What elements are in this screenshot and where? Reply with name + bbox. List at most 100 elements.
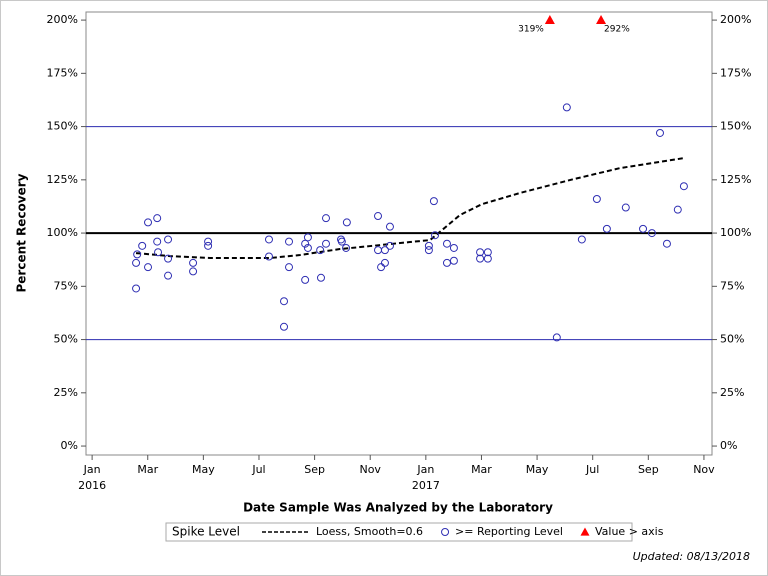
y-tick-label: 50% <box>54 333 78 346</box>
data-point <box>132 284 141 293</box>
data-point <box>303 233 312 242</box>
x-tick-label: Nov <box>359 463 381 476</box>
loess-line <box>135 157 685 259</box>
data-point <box>316 246 325 255</box>
data-point <box>285 237 294 246</box>
y2-tick-label: 200% <box>720 13 751 26</box>
data-point <box>316 273 325 282</box>
data-point <box>153 237 162 246</box>
data-point <box>374 212 383 221</box>
x-tick-label: Jan <box>416 463 434 476</box>
data-point <box>337 237 346 246</box>
x-tick-label: Sep <box>304 463 325 476</box>
data-point <box>442 258 451 267</box>
y2-tick-label: 0% <box>720 439 737 452</box>
y2-tick-label: 150% <box>720 120 751 133</box>
x-tick-year: 2017 <box>412 479 440 492</box>
y-tick-label: 75% <box>54 279 78 292</box>
x-tick-label: May <box>526 463 549 476</box>
y2-tick-label: 75% <box>720 279 744 292</box>
x-tick-label: Jul <box>251 463 265 476</box>
y2-tick-label: 125% <box>720 173 751 186</box>
data-point <box>577 235 586 244</box>
data-point <box>138 241 147 250</box>
data-point <box>476 248 485 257</box>
data-point <box>164 254 173 263</box>
off-axis-marker <box>596 15 607 24</box>
data-point <box>285 263 294 272</box>
data-point <box>442 239 451 248</box>
data-point <box>164 235 173 244</box>
data-point <box>144 263 153 272</box>
data-point <box>154 248 163 257</box>
y-tick-label: 150% <box>47 120 78 133</box>
legend-title: Spike Level <box>172 525 240 539</box>
data-point <box>647 229 656 238</box>
data-point <box>303 243 312 252</box>
data-point <box>153 214 162 223</box>
data-point <box>662 239 671 248</box>
data-point <box>264 252 273 261</box>
value-label: 292% <box>604 25 630 35</box>
data-point <box>476 254 485 263</box>
legend-box <box>165 522 633 542</box>
data-point <box>321 239 330 248</box>
y2-tick-label: 25% <box>720 386 744 399</box>
legend-swatch <box>580 527 590 536</box>
data-point <box>424 246 433 255</box>
y-tick-label: 25% <box>54 386 78 399</box>
off-axis-marker <box>544 15 555 24</box>
data-point <box>429 197 438 206</box>
x-tick-label: Jul <box>585 463 599 476</box>
legend-label: Loess, Smooth=0.6 <box>316 525 423 538</box>
y-tick-label: 100% <box>47 226 78 239</box>
data-point <box>342 243 351 252</box>
data-point <box>673 205 682 214</box>
data-point <box>483 248 492 257</box>
data-point <box>449 256 458 265</box>
data-point <box>483 254 492 263</box>
data-point <box>552 333 561 342</box>
data-point <box>639 224 648 233</box>
legend-label: >= Reporting Level <box>455 525 563 538</box>
data-point <box>592 194 601 203</box>
data-point <box>280 297 289 306</box>
data-point <box>321 214 330 223</box>
y-axis-title: Percent Recovery <box>15 173 29 292</box>
data-point <box>602 224 611 233</box>
data-point <box>144 218 153 227</box>
data-point <box>264 235 273 244</box>
value-label: 319% <box>518 25 544 35</box>
legend-label: Value > axis <box>595 525 664 538</box>
data-point <box>132 258 141 267</box>
data-point <box>424 241 433 250</box>
legend-swatch <box>441 528 450 536</box>
x-tick-year: 2016 <box>78 479 106 492</box>
y-tick-label: 175% <box>47 66 78 79</box>
x-tick-label: Nov <box>693 463 715 476</box>
y2-tick-label: 50% <box>720 333 744 346</box>
data-point <box>655 128 664 137</box>
data-point <box>301 239 310 248</box>
data-point <box>204 241 213 250</box>
data-point <box>164 271 173 280</box>
x-tick-label: Sep <box>638 463 659 476</box>
data-point <box>385 222 394 231</box>
x-tick-label: Jan <box>83 463 101 476</box>
footnote: Updated: 08/13/2018 <box>633 550 750 563</box>
data-point <box>621 203 630 212</box>
data-point <box>204 237 213 246</box>
data-point <box>133 250 142 259</box>
y-tick-label: 125% <box>47 173 78 186</box>
x-tick-label: Mar <box>471 463 492 476</box>
data-point <box>431 231 440 240</box>
data-point <box>189 258 198 267</box>
data-point <box>380 246 389 255</box>
data-point <box>679 182 688 191</box>
x-axis-title: Date Sample Was Analyzed by the Laborato… <box>243 501 553 515</box>
x-tick-label: Mar <box>137 463 158 476</box>
data-point <box>449 243 458 252</box>
